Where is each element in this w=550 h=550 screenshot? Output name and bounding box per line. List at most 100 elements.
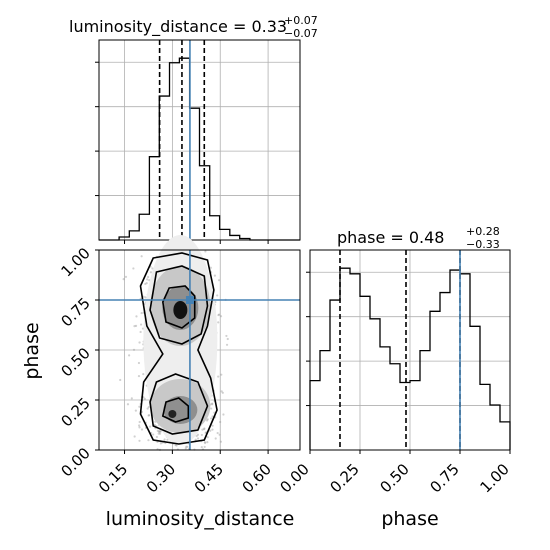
ytick-label-2: 0.50 <box>57 344 93 380</box>
scatter-point <box>206 418 209 421</box>
scatter-point <box>138 420 141 424</box>
scatter-point <box>210 407 213 410</box>
ytick-label-3: 0.75 <box>57 294 93 330</box>
lumdist-bin-11 <box>210 216 220 240</box>
phase-bin-13 <box>440 293 450 450</box>
scatter-point <box>196 437 200 440</box>
scatter-point <box>203 428 206 431</box>
scatter-point <box>138 341 141 344</box>
phase-bin-18 <box>490 405 500 450</box>
scatter-point <box>219 420 222 424</box>
scatter-point <box>146 407 149 410</box>
scatter-point <box>219 315 223 318</box>
phase-bin-12 <box>430 311 440 450</box>
phase-bin-4 <box>350 274 360 450</box>
scatter-point <box>126 403 130 406</box>
phase-bin-14 <box>450 270 460 450</box>
scatter-point <box>221 391 224 394</box>
scatter-point <box>166 438 169 441</box>
scatter-point <box>203 427 206 430</box>
scatter-point <box>204 431 207 435</box>
scatter-point <box>138 405 141 408</box>
phase-xtick-label-0: 0.00 <box>276 460 312 496</box>
scatter-point <box>144 282 147 286</box>
phase-xtick-label-3: 0.75 <box>426 460 462 496</box>
phase-frame <box>309 249 511 451</box>
phase-histogram: 0.00 0.25 0.50 0.75 1.00 <box>276 249 513 496</box>
lumdist-bin-6 <box>159 96 169 240</box>
scatter-point <box>218 433 221 436</box>
x-axis-label-phase: phase <box>381 508 438 530</box>
x-axis-label-luminosity-distance: luminosity_distance <box>106 508 295 530</box>
ytick-label-0: 0.00 <box>57 444 93 480</box>
ytick-label-4: 1.00 <box>57 244 93 280</box>
scatter-point <box>185 445 188 448</box>
phase-bin-9 <box>400 383 410 450</box>
luminosity-distance-title-plus: +0.07 <box>284 14 318 27</box>
luminosity-distance-title: luminosity_distance = 0.33 <box>69 17 287 37</box>
scatter-point <box>133 435 136 438</box>
density-fill-lower-core <box>168 410 177 418</box>
contour-lower-mid <box>149 373 209 435</box>
phase-bin-2 <box>330 300 340 450</box>
scatter-point <box>201 428 204 431</box>
scatter-point <box>217 321 220 324</box>
scatter-point <box>140 255 143 258</box>
phase-bin-7 <box>380 347 390 450</box>
scatter-point <box>139 330 142 334</box>
scatter-point <box>210 417 213 420</box>
scatter-point <box>175 444 178 447</box>
scatter-point <box>211 415 214 418</box>
ytick-label-1: 0.25 <box>57 394 93 430</box>
density-fill-upper-core <box>173 301 188 319</box>
scatter-point <box>216 294 219 297</box>
scatter-point <box>143 397 146 400</box>
scatter-point <box>217 313 220 317</box>
scatter-point <box>211 402 214 405</box>
lumdist-frame <box>98 39 301 241</box>
scatter-point <box>133 325 136 328</box>
scatter-point <box>147 414 150 417</box>
scatter-point <box>206 440 209 444</box>
lumdist-bin-12 <box>220 229 230 240</box>
scatter-point <box>159 430 162 433</box>
scatter-point <box>217 279 221 282</box>
density-fills <box>143 235 218 445</box>
scatter-point <box>140 311 143 315</box>
phase-bin-19 <box>500 422 510 450</box>
phase-histogram-panel: phase = 0.48 +0.28 −0.33 0.00 0.25 0.50 0.7… <box>276 225 512 496</box>
scatter-point <box>214 437 217 440</box>
scatter-point <box>157 432 160 435</box>
scatter-point <box>145 282 148 285</box>
y-axis-label-phase: phase <box>21 322 43 379</box>
scatter-point <box>140 428 144 431</box>
phase-title-plus: +0.28 <box>466 225 500 238</box>
scatter-point <box>219 440 222 443</box>
scatter-point <box>147 275 150 279</box>
scatter-point <box>139 323 143 326</box>
scatter-point <box>122 278 125 281</box>
scatter-point <box>217 375 220 378</box>
contour-outer <box>139 252 218 445</box>
phase-histogram-step <box>309 267 511 450</box>
phase-xtick-label-1: 0.25 <box>326 460 362 496</box>
scatter-point <box>156 429 159 432</box>
truth-marker <box>185 296 194 304</box>
scatter-point <box>213 274 217 277</box>
phase-title-minus: −0.33 <box>466 238 500 251</box>
scatter-point <box>130 397 133 400</box>
scatter-point <box>203 441 206 444</box>
scatter-point <box>137 361 141 365</box>
scatter-point <box>200 433 203 437</box>
lumdist-bin-4 <box>139 214 149 240</box>
scatter-point <box>148 414 151 417</box>
lumdist-bin-9 <box>190 108 200 240</box>
xtick-label-3: 0.60 <box>239 460 275 496</box>
phase-xtick-label-2: 0.50 <box>376 460 412 496</box>
lumdist-bin-7 <box>170 63 180 240</box>
scatter-point <box>144 296 147 299</box>
contour-lower-inner <box>161 397 190 423</box>
scatter-point <box>200 446 203 449</box>
scatter-point <box>220 390 223 393</box>
scatter-point <box>204 441 207 445</box>
